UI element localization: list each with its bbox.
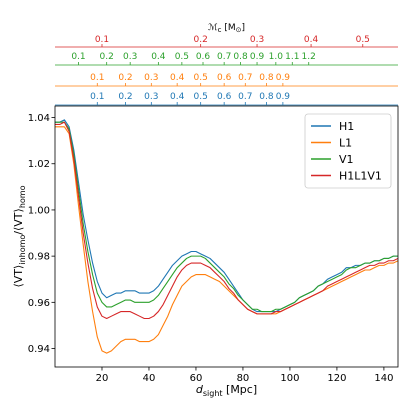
secondary-tick-label: 1.1	[285, 52, 299, 62]
secondary-tick-label: 0.1	[95, 35, 109, 45]
secondary-tick-label: 0.8	[259, 92, 274, 102]
secondary-tick-label: 0.9	[276, 73, 291, 83]
series-line-v1	[55, 121, 398, 313]
legend-box	[304, 113, 392, 189]
x-tick-label: 60	[190, 373, 203, 384]
secondary-tick-label: 0.5	[193, 92, 207, 102]
secondary-tick-label: 0.9	[276, 92, 291, 102]
y-tick-label: 1.02	[28, 159, 50, 170]
secondary-tick-label: 0.3	[144, 92, 158, 102]
secondary-tick-label: 0.4	[170, 92, 185, 102]
secondary-tick-label: 0.6	[196, 52, 211, 62]
secondary-axis-3: 0.1 0.2 0.3 0.4 0.5 0.6 0.7 0.8 0.9	[55, 73, 398, 87]
secondary-tick-label: 0.2	[118, 92, 132, 102]
secondary-tick-label: 0.3	[123, 52, 137, 62]
x-tick-label: 20	[96, 373, 109, 384]
secondary-tick-label: 0.2	[118, 73, 132, 83]
secondary-axis-4: 0.1 0.2 0.3 0.4 0.5 0.6 0.7 0.8 0.9	[55, 92, 398, 106]
x-tick-label: 80	[237, 373, 250, 384]
secondary-tick-label: 0.3	[250, 35, 264, 45]
secondary-tick-label: 0.5	[193, 73, 207, 83]
secondary-tick-label: 0.1	[71, 52, 85, 62]
plot-area	[54, 105, 399, 368]
legend-label-v1: V1	[339, 153, 354, 166]
legend-label-h1: H1	[339, 120, 354, 133]
y-tick-label: 0.96	[28, 298, 50, 309]
secondary-tick-label: 0.4	[304, 35, 319, 45]
secondary-tick-label: 1.2	[302, 52, 316, 62]
x-tick-label: 120	[327, 373, 346, 384]
y-tick-label: 1.00	[28, 205, 50, 216]
secondary-tick-label: 0.2	[100, 52, 114, 62]
series-line-h1l1v1	[55, 121, 399, 320]
secondary-axis-title: ℳc [M⊙]	[208, 23, 245, 34]
secondary-tick-label: 0.7	[238, 92, 252, 102]
secondary-tick-label: 0.8	[233, 52, 248, 62]
secondary-tick-label: 0.4	[151, 52, 166, 62]
secondary-tick-label: 0.6	[217, 73, 232, 83]
x-tick-label: 140	[374, 373, 393, 384]
secondary-tick-label: 0.7	[238, 73, 252, 83]
legend-label-h1l1v1: H1L1V1	[339, 170, 382, 183]
x-axis-label: dsight [Mpc]	[196, 383, 257, 398]
y-tick-label: 0.98	[28, 252, 50, 263]
secondary-tick-label: 0.1	[90, 73, 104, 83]
secondary-tick-label: 0.6	[217, 92, 232, 102]
series-line-h1	[55, 119, 398, 313]
secondary-tick-label: 0.8	[259, 73, 274, 83]
secondary-tick-label: 0.5	[356, 35, 370, 45]
secondary-tick-label: 0.9	[250, 52, 265, 62]
y-axis-label: ⟨VT⟩inhomo/⟨VT⟩homo	[12, 185, 27, 287]
secondary-axis-2: 0.1 0.2 0.3 0.4 0.5 0.6 0.7 0.8 0.9 1.0 1.1 1.2	[55, 52, 398, 66]
plot-frame	[54, 105, 399, 368]
secondary-axes: 0.1 0.2 0.3 0.4 0.5 ℳc [M⊙] 0.1 0.2 0.3 0.4 0.5 0.6…	[55, 23, 398, 106]
secondary-axis-1: 0.1 0.2 0.3 0.4 0.5 ℳc [M⊙]	[55, 23, 398, 48]
secondary-tick-label: 0.4	[170, 73, 185, 83]
y-tick-label: 0.94	[28, 344, 50, 355]
x-tick-label: 100	[280, 373, 299, 384]
secondary-tick-label: 0.5	[175, 52, 189, 62]
secondary-tick-label: 0.1	[90, 92, 104, 102]
secondary-tick-label: 0.7	[217, 52, 231, 62]
series-line-l1	[55, 126, 399, 354]
secondary-tick-label: 0.2	[193, 35, 207, 45]
x-tick-label: 40	[143, 373, 156, 384]
x-axis: 20 40 60 80 100 120 140	[96, 367, 393, 384]
legend-label-l1: L1	[339, 137, 352, 150]
y-tick-label: 1.04	[28, 113, 50, 124]
secondary-tick-label: 1.0	[269, 52, 284, 62]
y-axis: 0.94 0.96 0.98 1.00 1.02 1.04	[28, 113, 55, 355]
secondary-tick-label: 0.3	[144, 73, 158, 83]
series-lines	[55, 119, 399, 354]
